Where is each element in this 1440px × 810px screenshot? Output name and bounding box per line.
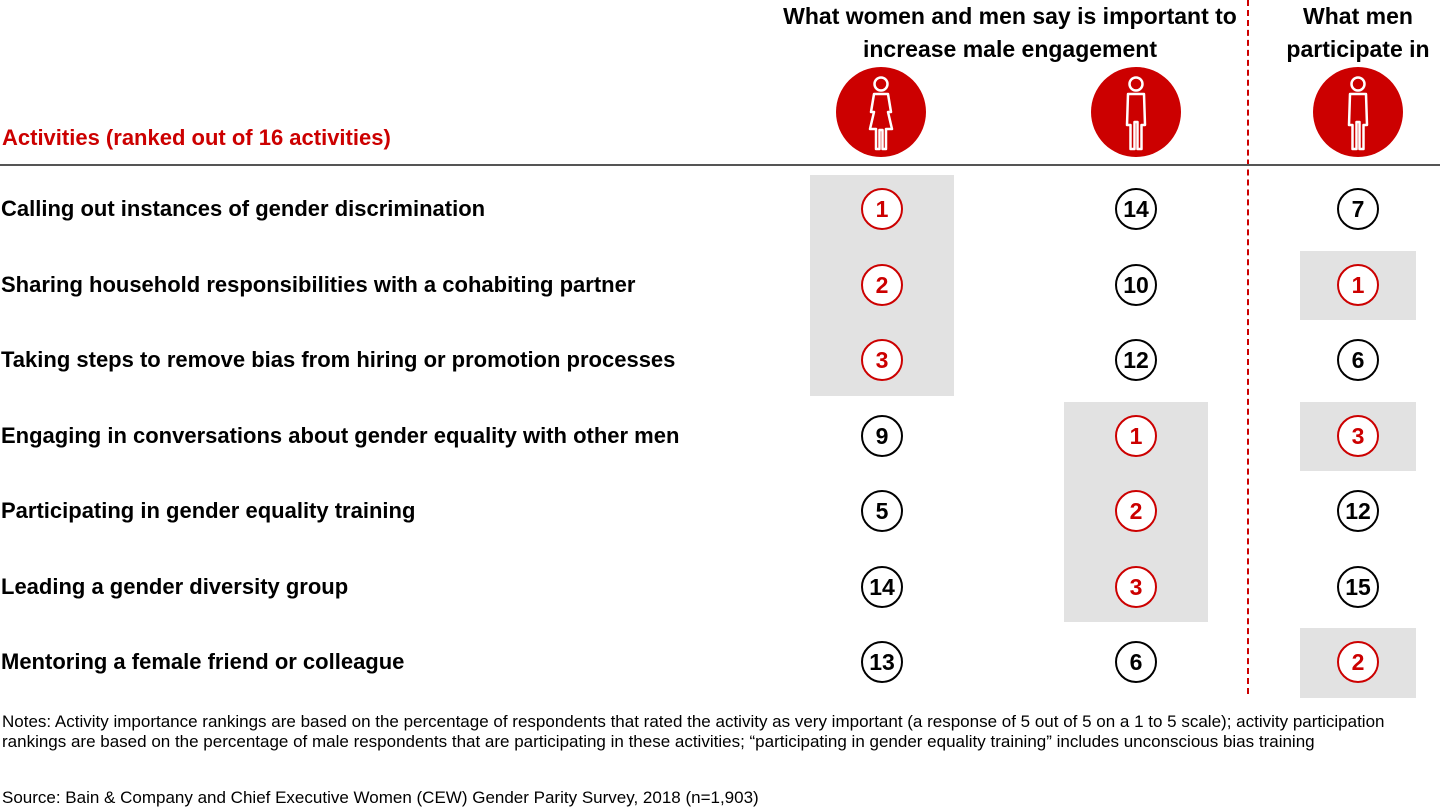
rank-badge: 12 <box>1337 490 1379 532</box>
activity-label: Participating in gender equality trainin… <box>1 498 416 523</box>
rank-badge: 5 <box>861 490 903 532</box>
header-participation: What men participate in <box>1286 3 1430 62</box>
rank-badge: 13 <box>861 641 903 683</box>
rank-badge: 2 <box>861 263 903 306</box>
rank-badge: 3 <box>1115 565 1157 608</box>
activity-label: Leading a gender diversity group <box>1 573 349 599</box>
header-importance: What women and men say is important to i… <box>783 3 1237 62</box>
man-icon <box>1313 67 1403 157</box>
rank-badge: 2 <box>1115 490 1157 532</box>
rank-badge: 1 <box>1115 414 1157 457</box>
rank-badge: 14 <box>1115 188 1157 230</box>
activity-label: Engaging in conversations about gender e… <box>1 422 680 448</box>
rank-badge: 6 <box>1115 641 1157 683</box>
activity-label: Sharing household responsibilities with … <box>1 271 636 297</box>
source-text: Source: Bain & Company and Chief Executi… <box>2 788 759 807</box>
rank-badge: 1 <box>861 188 903 230</box>
activities-title: Activities (ranked out of 16 activities) <box>2 125 391 150</box>
notes-text: Notes: Activity importance rankings are … <box>2 712 1385 751</box>
rank-badge: 10 <box>1115 263 1157 306</box>
rank-badge: 7 <box>1337 188 1379 230</box>
woman-icon <box>836 67 926 157</box>
activity-label: Taking steps to remove bias from hiring … <box>1 347 676 372</box>
rank-badge: 6 <box>1337 339 1379 381</box>
rank-badge: 9 <box>861 414 903 457</box>
rank-badge: 14 <box>861 565 903 608</box>
rank-badge: 1 <box>1337 263 1379 306</box>
activity-label: Mentoring a female friend or colleague <box>1 649 405 674</box>
rank-badge: 3 <box>1337 414 1379 457</box>
rank-badge: 12 <box>1115 339 1157 381</box>
column-divider <box>1247 0 1249 694</box>
header-rule <box>0 164 1440 166</box>
man-icon <box>1091 67 1181 157</box>
rank-badge: 2 <box>1337 641 1379 683</box>
activity-label: Calling out instances of gender discrimi… <box>1 196 486 221</box>
rank-badge: 3 <box>861 339 903 381</box>
rank-badge: 15 <box>1337 565 1379 608</box>
